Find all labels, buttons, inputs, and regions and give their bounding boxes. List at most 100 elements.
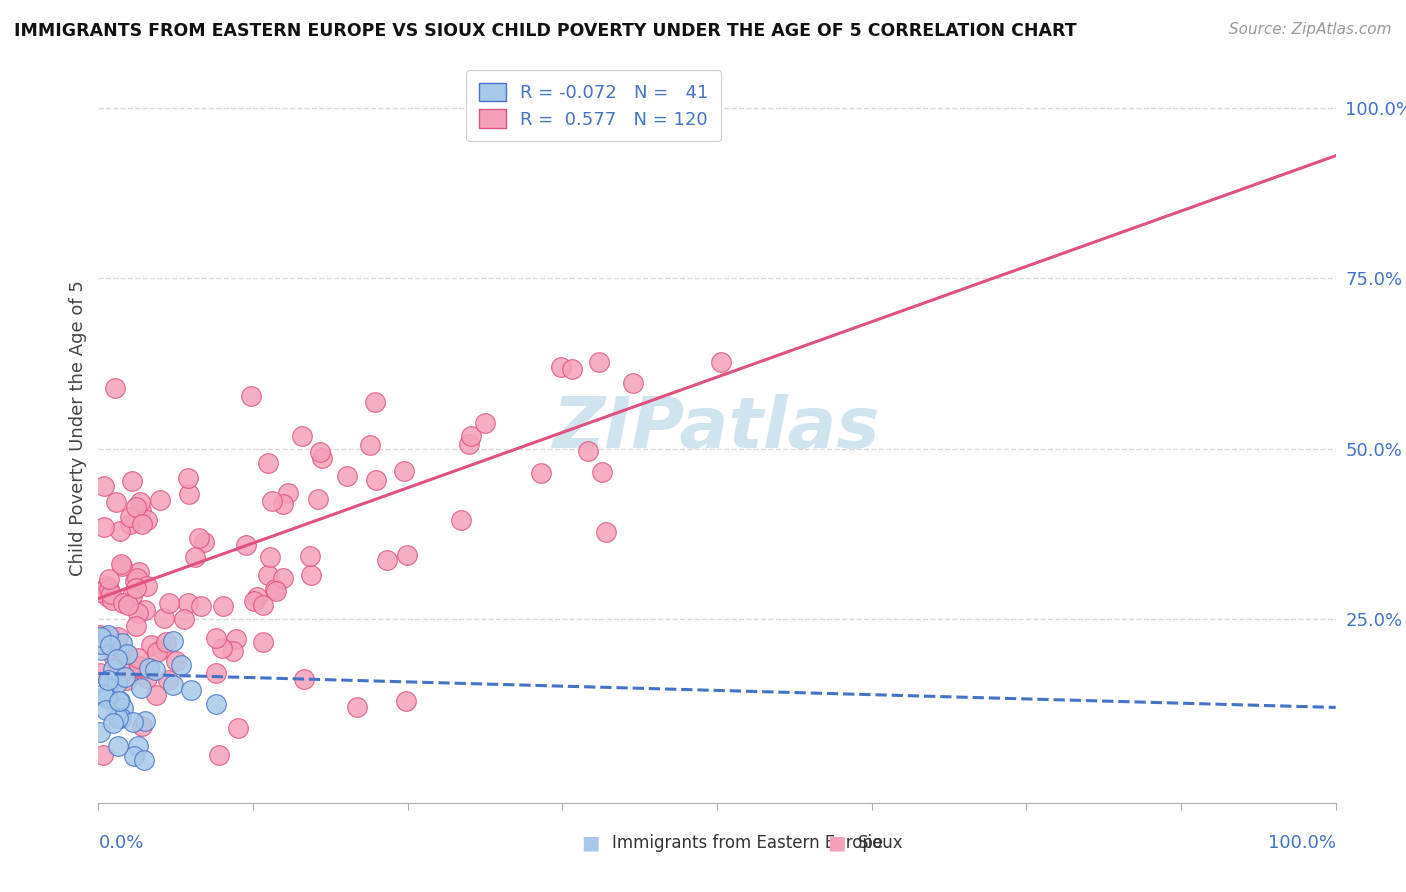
Point: [111, 701, 134, 715]
Point: [107, 739, 129, 753]
Point: [111, 647, 134, 661]
Point: [91, 748, 114, 763]
Point: [170, 658, 193, 673]
Point: [588, 355, 610, 369]
Point: [529, 466, 551, 480]
Point: [97, 675, 120, 690]
Point: [129, 495, 152, 509]
Point: [157, 596, 180, 610]
Point: [149, 493, 172, 508]
Point: [125, 619, 148, 633]
Point: [205, 631, 228, 645]
Point: [375, 552, 398, 566]
Point: [90, 643, 112, 657]
Point: [90, 630, 112, 644]
Point: [112, 596, 135, 610]
Point: [108, 658, 131, 673]
Point: [108, 694, 131, 708]
Point: [259, 550, 281, 565]
Point: [187, 531, 209, 545]
Point: [127, 739, 149, 754]
Point: [153, 611, 176, 625]
Point: [127, 651, 149, 665]
Point: [110, 668, 132, 682]
Point: [125, 571, 148, 585]
Point: [91, 687, 114, 701]
Point: [299, 549, 322, 564]
Point: [277, 486, 299, 500]
Point: [252, 598, 274, 612]
Point: [145, 645, 167, 659]
Point: [177, 596, 200, 610]
Point: [118, 517, 141, 532]
Point: [155, 635, 177, 649]
Point: [97, 582, 120, 597]
Point: [260, 494, 283, 508]
Point: [90, 637, 112, 651]
Point: [89, 585, 111, 599]
Point: [239, 389, 262, 403]
Point: [108, 524, 131, 538]
Point: [136, 579, 159, 593]
Point: [132, 753, 155, 767]
Point: [128, 566, 150, 580]
Point: [98, 630, 121, 644]
Point: [93, 520, 115, 534]
Point: [103, 651, 125, 665]
Point: [107, 630, 129, 644]
Point: [150, 641, 173, 656]
Point: [458, 437, 481, 451]
Point: [89, 725, 111, 739]
Point: [550, 360, 572, 375]
Point: [134, 714, 156, 728]
Point: [135, 671, 157, 685]
Point: [121, 474, 143, 488]
Point: [264, 583, 287, 598]
Point: [212, 599, 235, 614]
Point: [205, 698, 228, 712]
Point: [128, 658, 150, 673]
Point: [131, 663, 153, 677]
Point: [561, 362, 583, 376]
Point: [97, 673, 120, 687]
Point: [243, 593, 266, 607]
Point: [108, 708, 131, 723]
Y-axis label: Child Poverty Under the Age of 5: Child Poverty Under the Age of 5: [69, 280, 87, 576]
Point: [364, 395, 387, 409]
Point: [98, 638, 121, 652]
Point: [184, 549, 207, 564]
Point: [134, 603, 156, 617]
Point: [710, 355, 733, 369]
Point: [359, 438, 381, 452]
Point: [450, 513, 472, 527]
Point: [205, 665, 228, 680]
Point: [156, 673, 179, 687]
Point: [291, 429, 314, 443]
Point: [94, 690, 117, 704]
Point: [311, 450, 333, 465]
Point: [264, 582, 287, 596]
Point: [111, 636, 134, 650]
Point: [98, 638, 121, 652]
Point: [121, 715, 143, 730]
Point: [127, 607, 149, 621]
Point: [121, 589, 143, 603]
Point: [125, 500, 148, 515]
Point: [104, 381, 127, 395]
Point: [107, 711, 129, 725]
Point: [93, 478, 115, 492]
Point: [392, 464, 415, 478]
Point: [138, 661, 160, 675]
Point: [346, 699, 368, 714]
Point: [177, 471, 200, 485]
Point: [120, 509, 142, 524]
Point: [111, 558, 134, 573]
Point: [474, 416, 496, 430]
Point: [165, 655, 187, 669]
Point: [89, 628, 111, 642]
Point: [235, 538, 257, 552]
Point: [129, 660, 152, 674]
Point: [108, 694, 131, 708]
Point: [309, 445, 332, 459]
Text: ■: ■: [827, 833, 846, 853]
